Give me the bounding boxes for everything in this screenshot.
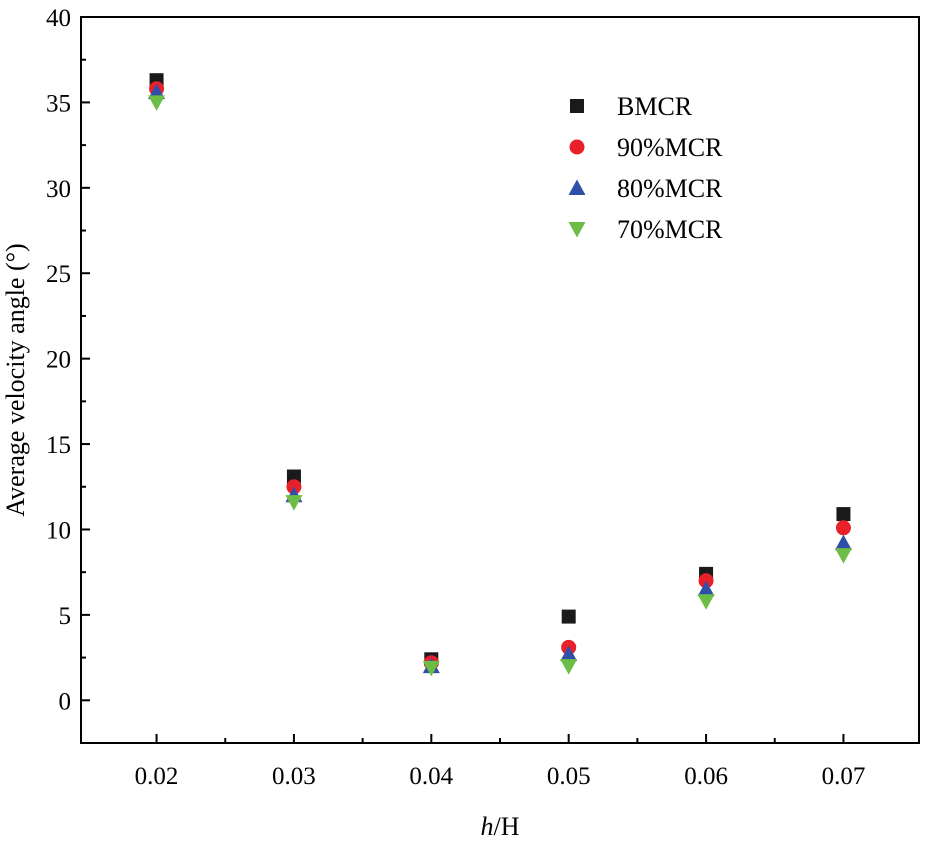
data-point-bmcr bbox=[561, 609, 576, 624]
x-tick-label: 0.05 bbox=[547, 763, 591, 790]
data-point-70pctmcr bbox=[285, 495, 303, 511]
legend-marker bbox=[568, 179, 586, 195]
x-tick-label: 0.06 bbox=[684, 763, 728, 790]
legend-marker bbox=[570, 99, 584, 113]
legend-marker bbox=[568, 222, 586, 238]
data-point-70pctmcr bbox=[834, 548, 852, 564]
x-axis-title-italic: h bbox=[481, 812, 494, 841]
legend-marker bbox=[569, 139, 585, 155]
data-point-90pctmcr bbox=[698, 573, 714, 589]
plot-frame bbox=[80, 16, 920, 744]
x-tick-label: 0.04 bbox=[409, 763, 453, 790]
x-tick-label: 0.02 bbox=[135, 763, 179, 790]
legend-item: 80%MCR bbox=[568, 174, 723, 203]
legend: BMCR 90%MCR 80%MCR 70%MCR bbox=[568, 92, 723, 244]
data-point-70pctmcr bbox=[148, 95, 166, 111]
data-point-70pctmcr bbox=[560, 659, 578, 675]
data-point-70pctmcr bbox=[697, 594, 715, 610]
x-axis-title-rest: /H bbox=[494, 812, 520, 841]
data-point-80pctmcr bbox=[560, 645, 578, 662]
legend-item: 90%MCR bbox=[569, 133, 723, 162]
y-tick-label: 40 bbox=[46, 5, 71, 32]
data-point-80pctmcr bbox=[148, 83, 166, 100]
data-point-bmcr bbox=[286, 469, 301, 484]
legend-label: 90%MCR bbox=[617, 133, 723, 162]
data-point-70pctmcr bbox=[422, 660, 440, 677]
y-tick-label: 5 bbox=[59, 603, 72, 630]
data-point-90pctmcr bbox=[286, 479, 302, 495]
x-axis: 0.02 0.03 0.04 0.05 0.06 0.07 bbox=[135, 734, 866, 790]
legend-label: BMCR bbox=[617, 92, 693, 121]
x-tick-label: 0.07 bbox=[822, 763, 866, 790]
legend-item: 70%MCR bbox=[568, 215, 723, 244]
y-tick-label: 20 bbox=[46, 347, 71, 374]
data-point-90pctmcr bbox=[835, 520, 851, 536]
y-axis-title: Average velocity angle (°) bbox=[1, 243, 30, 516]
data-point-bmcr bbox=[836, 507, 851, 522]
data-point-80pctmcr bbox=[834, 534, 852, 551]
y-tick-label: 35 bbox=[46, 90, 71, 117]
legend-label: 70%MCR bbox=[617, 215, 723, 244]
y-tick-label: 10 bbox=[46, 517, 71, 544]
data-point-80pctmcr bbox=[697, 580, 715, 597]
legend-label: 80%MCR bbox=[617, 174, 723, 203]
x-tick-label: 0.03 bbox=[272, 763, 316, 790]
y-axis: 0 5 10 15 20 25 30 35 40 bbox=[46, 5, 90, 715]
y-tick-label: 15 bbox=[46, 432, 71, 459]
data-points bbox=[148, 73, 852, 677]
x-axis-title: h/H bbox=[481, 812, 520, 841]
y-tick-label: 30 bbox=[46, 176, 71, 203]
y-tick-label: 0 bbox=[59, 688, 72, 715]
legend-item: BMCR bbox=[570, 92, 693, 121]
y-tick-label: 25 bbox=[46, 261, 71, 288]
